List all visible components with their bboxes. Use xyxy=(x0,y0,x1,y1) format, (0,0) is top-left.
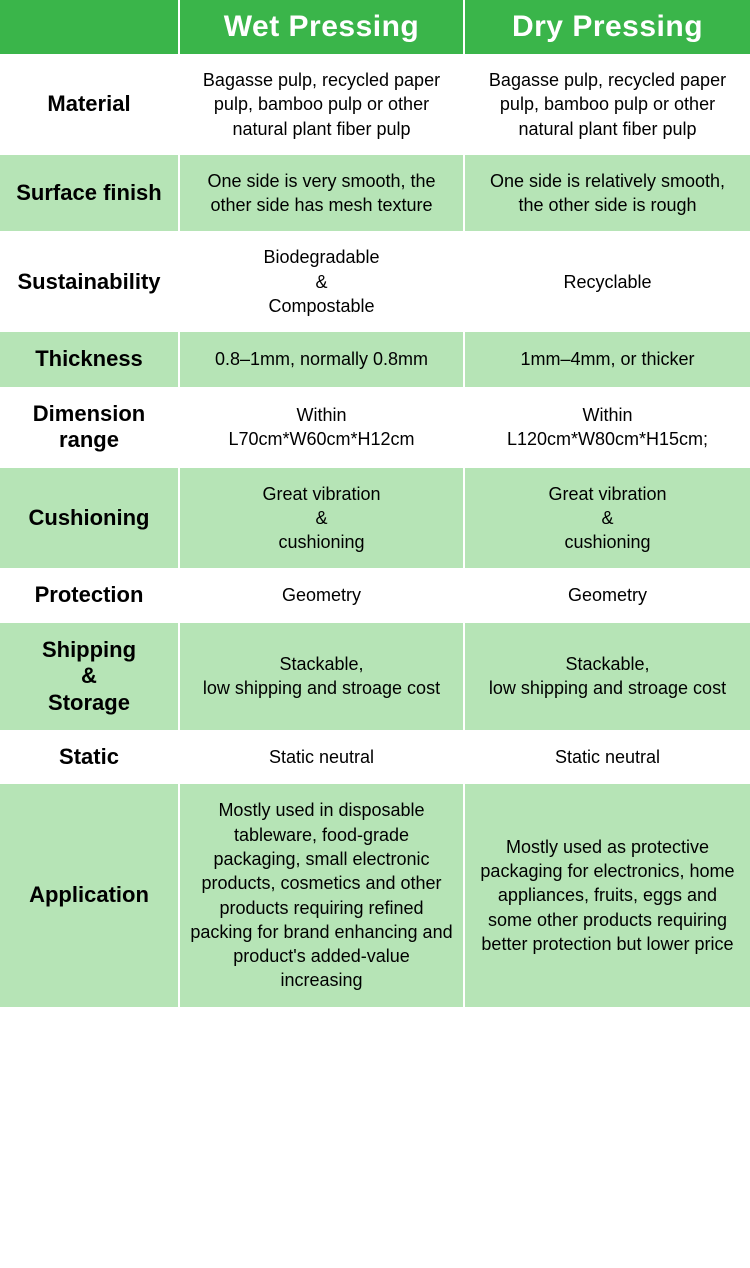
row-dry-value: Bagasse pulp, recycled paper pulp, bambo… xyxy=(465,54,750,155)
row-dry-value: Geometry xyxy=(465,568,750,622)
row-wet-value: Mostly used in disposable tableware, foo… xyxy=(180,784,465,1006)
row-label: Protection xyxy=(0,568,180,622)
table-row: Surface finishOne side is very smooth, t… xyxy=(0,155,750,232)
table-row: Shipping & StorageStackable, low shippin… xyxy=(0,623,750,730)
row-label: Dimension range xyxy=(0,387,180,468)
table-row: CushioningGreat vibration & cushioningGr… xyxy=(0,468,750,569)
header-cell-blank xyxy=(0,0,180,54)
row-dry-value: One side is relatively smooth, the other… xyxy=(465,155,750,232)
row-wet-value: Within L70cm*W60cm*H12cm xyxy=(180,387,465,468)
header-cell-wet: Wet Pressing xyxy=(180,0,465,54)
row-label: Static xyxy=(0,730,180,784)
row-wet-value: 0.8–1mm, normally 0.8mm xyxy=(180,332,465,386)
row-dry-value: Recyclable xyxy=(465,231,750,332)
table-row: Thickness0.8–1mm, normally 0.8mm1mm–4mm,… xyxy=(0,332,750,386)
row-label: Surface finish xyxy=(0,155,180,232)
comparison-table: Wet Pressing Dry Pressing MaterialBagass… xyxy=(0,0,750,1007)
row-wet-value: Biodegradable & Compostable xyxy=(180,231,465,332)
row-label: Sustainability xyxy=(0,231,180,332)
table-header-row: Wet Pressing Dry Pressing xyxy=(0,0,750,54)
row-wet-value: One side is very smooth, the other side … xyxy=(180,155,465,232)
table-row: StaticStatic neutralStatic neutral xyxy=(0,730,750,784)
row-wet-value: Great vibration & cushioning xyxy=(180,468,465,569)
row-dry-value: Within L120cm*W80cm*H15cm; xyxy=(465,387,750,468)
row-label: Material xyxy=(0,54,180,155)
row-wet-value: Stackable, low shipping and stroage cost xyxy=(180,623,465,730)
row-dry-value: Stackable, low shipping and stroage cost xyxy=(465,623,750,730)
table-row: SustainabilityBiodegradable & Compostabl… xyxy=(0,231,750,332)
row-wet-value: Static neutral xyxy=(180,730,465,784)
header-cell-dry: Dry Pressing xyxy=(465,0,750,54)
row-label: Thickness xyxy=(0,332,180,386)
row-dry-value: 1mm–4mm, or thicker xyxy=(465,332,750,386)
row-dry-value: Static neutral xyxy=(465,730,750,784)
row-wet-value: Geometry xyxy=(180,568,465,622)
table-row: ProtectionGeometryGeometry xyxy=(0,568,750,622)
row-label: Shipping & Storage xyxy=(0,623,180,730)
table-row: MaterialBagasse pulp, recycled paper pul… xyxy=(0,54,750,155)
row-dry-value: Mostly used as protective packaging for … xyxy=(465,784,750,1006)
row-dry-value: Great vibration & cushioning xyxy=(465,468,750,569)
row-label: Application xyxy=(0,784,180,1006)
table-row: Dimension rangeWithin L70cm*W60cm*H12cmW… xyxy=(0,387,750,468)
table-row: ApplicationMostly used in disposable tab… xyxy=(0,784,750,1006)
row-wet-value: Bagasse pulp, recycled paper pulp, bambo… xyxy=(180,54,465,155)
row-label: Cushioning xyxy=(0,468,180,569)
